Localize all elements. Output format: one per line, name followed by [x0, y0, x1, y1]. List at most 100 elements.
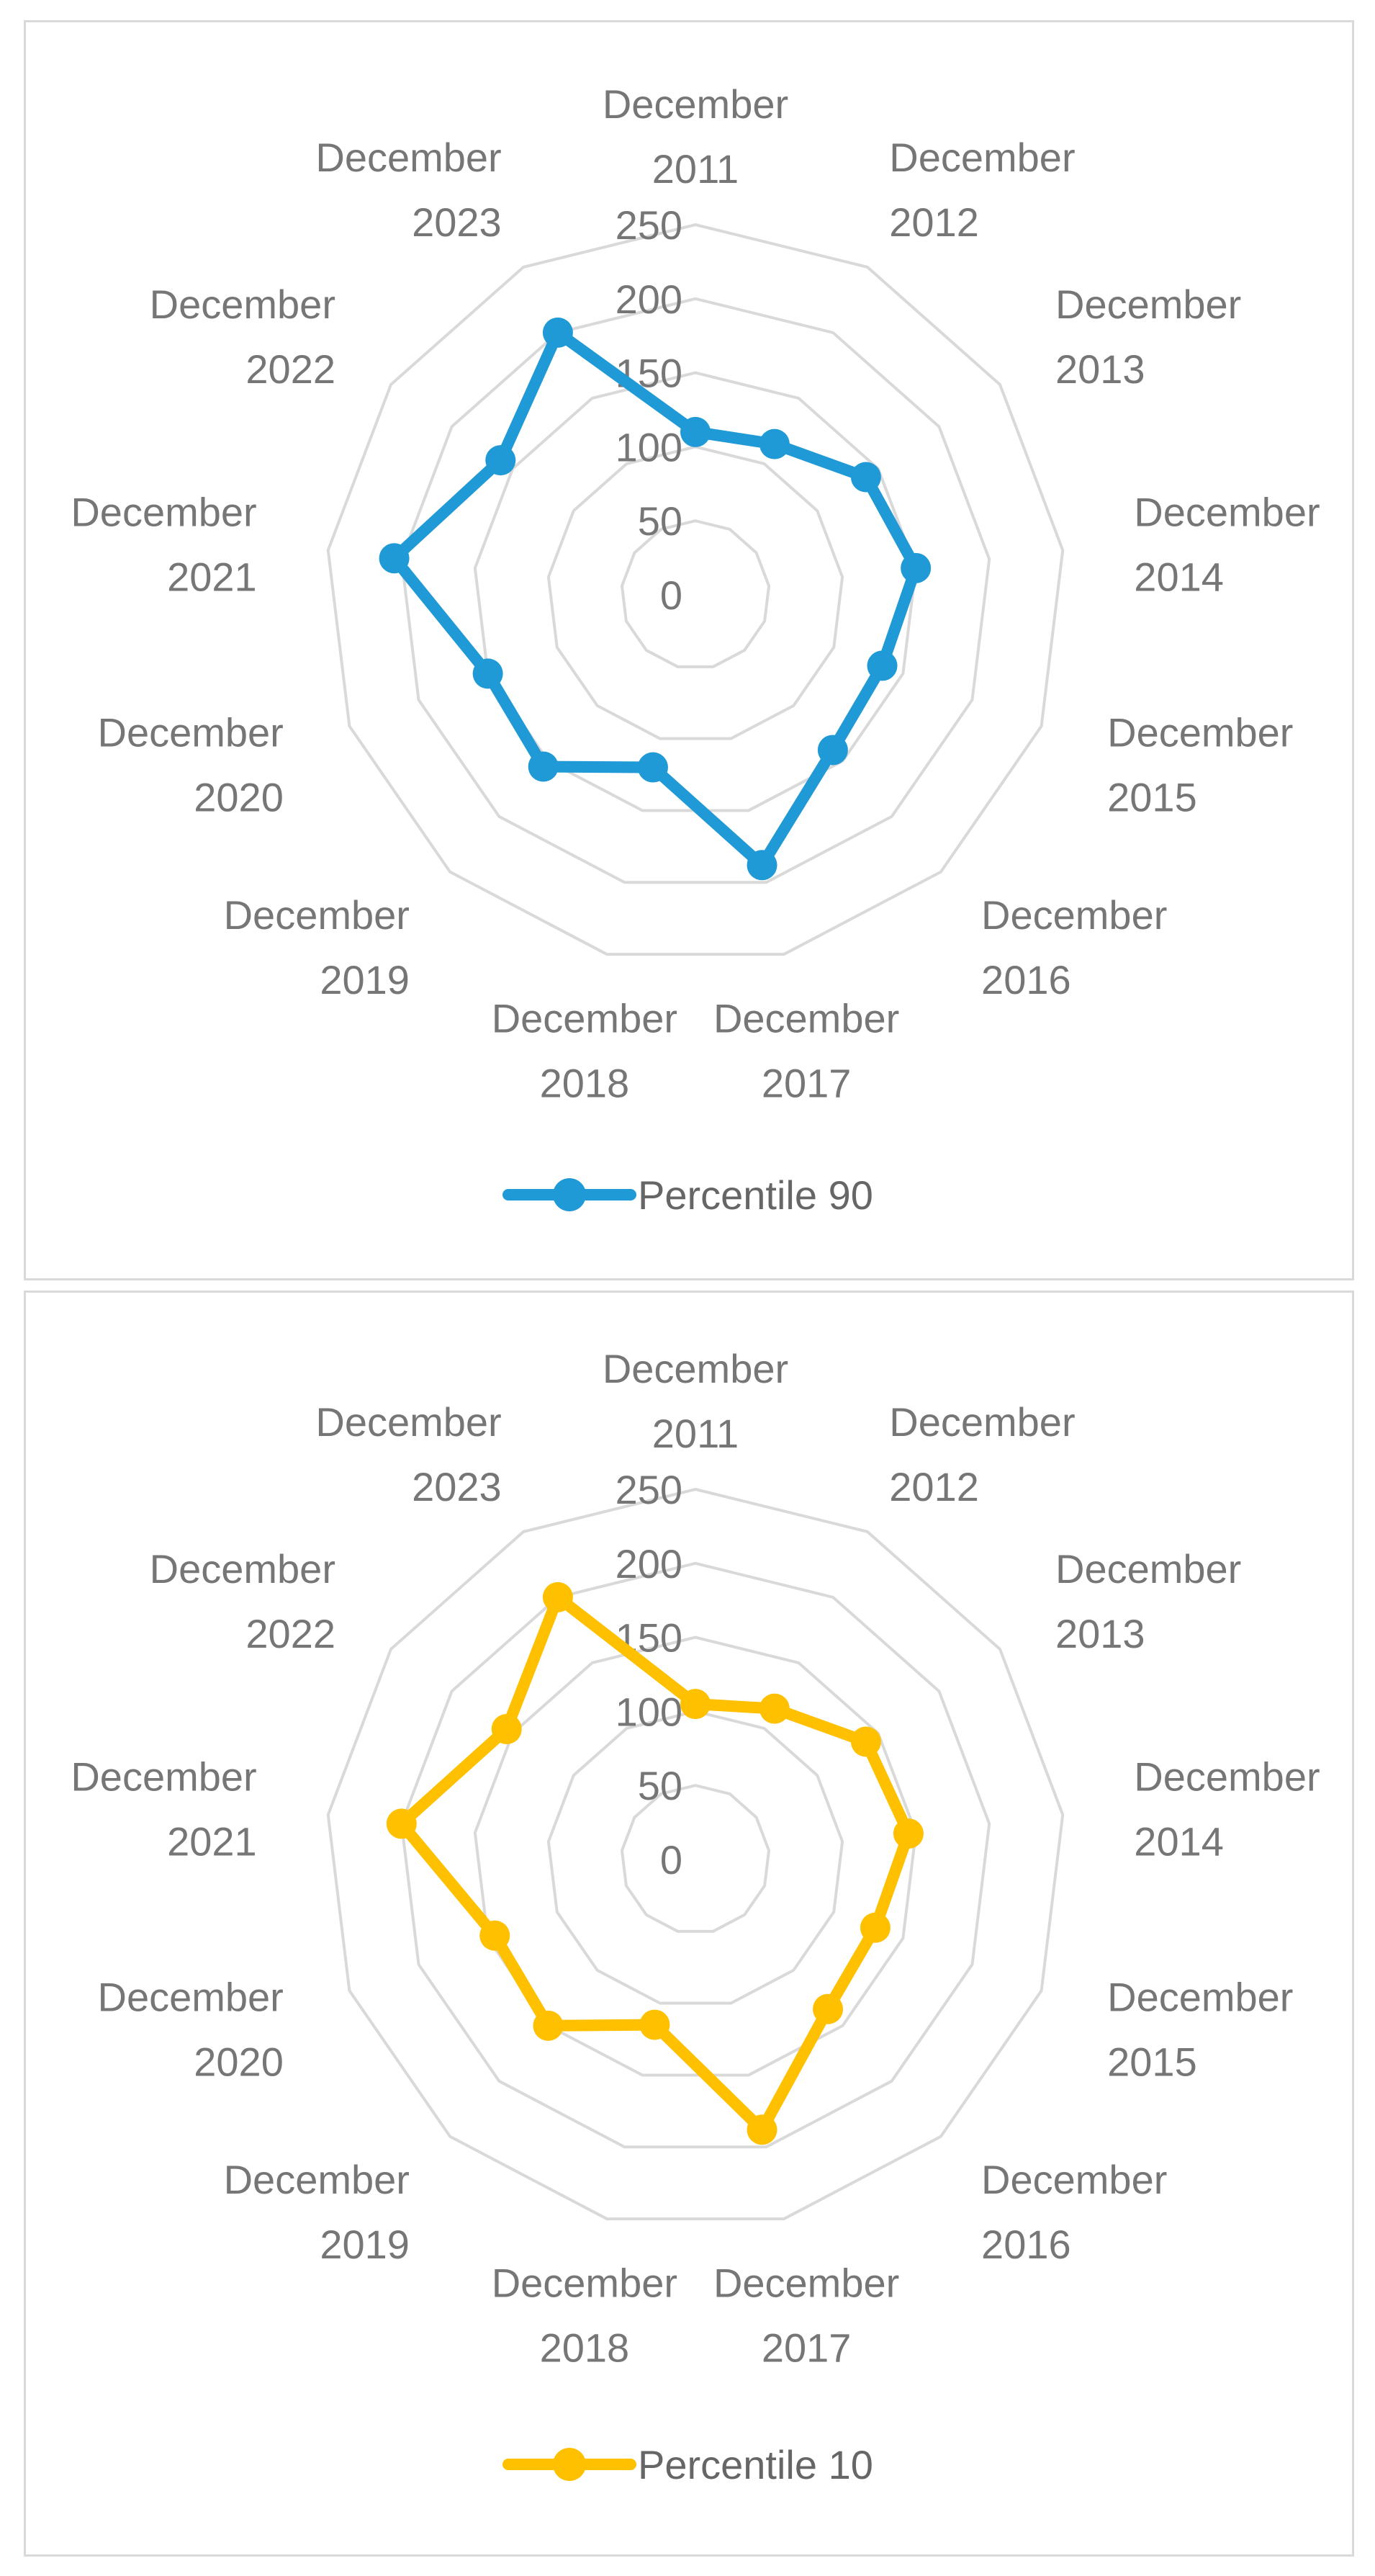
category-label-line: December — [981, 892, 1167, 938]
category-label: December 2011 — [603, 81, 788, 192]
category-label-line: December — [315, 1399, 501, 1445]
category-label-line: 2013 — [1055, 1611, 1145, 1656]
category-label-line: December — [889, 135, 1075, 180]
radial-tick-label: 100 — [616, 424, 682, 470]
category-label-line: December — [981, 2157, 1167, 2202]
category-label: December 2016 — [981, 892, 1167, 1002]
category-label-line: December — [492, 995, 677, 1041]
radial-tick-label: 50 — [638, 498, 682, 544]
category-label-line: 2018 — [540, 2325, 630, 2370]
category-label-line: December — [1107, 709, 1293, 755]
category-label: December 2020 — [98, 1974, 284, 2084]
category-label-line: 2021 — [167, 554, 257, 599]
category-label-line: December — [98, 709, 284, 755]
data-point — [639, 2009, 670, 2040]
category-label: December 2011 — [603, 1346, 788, 1456]
category-label-line: 2017 — [762, 1060, 852, 1105]
radar-grid — [326, 1487, 1065, 2221]
category-label-line: 2012 — [889, 199, 979, 245]
category-label: December 2017 — [713, 2260, 899, 2370]
grid-ring — [620, 519, 771, 668]
category-label-line: December — [71, 489, 256, 534]
category-label-line: 2018 — [540, 1060, 630, 1105]
data-point — [528, 751, 559, 782]
category-label-line: 2023 — [412, 199, 502, 245]
series-percentile-90 — [379, 317, 932, 881]
category-label-line: December — [1055, 1546, 1241, 1592]
legend-label: Percentile 90 — [638, 1172, 873, 1218]
category-label-line: December — [1055, 282, 1241, 327]
grid-ring — [400, 297, 991, 884]
category-label: December 2013 — [1055, 1546, 1241, 1656]
grid-ring — [326, 1487, 1065, 2221]
data-point — [860, 1912, 891, 1943]
radial-tick-label: 150 — [616, 351, 682, 396]
category-label-line: 2016 — [981, 2222, 1071, 2267]
category-label-line: 2020 — [194, 774, 284, 820]
data-point — [680, 1689, 711, 1720]
category-label-line: 2017 — [762, 2325, 852, 2370]
category-label-line: December — [150, 1546, 335, 1592]
category-label-line: December — [603, 81, 788, 127]
category-label: December 2019 — [224, 892, 410, 1002]
legend-label: Percentile 10 — [638, 2442, 873, 2487]
legend: Percentile 10 — [502, 2442, 873, 2487]
legend-point-marker — [553, 1178, 586, 1211]
category-label-line: December — [889, 1399, 1075, 1445]
category-label-line: December — [224, 892, 410, 938]
radial-tick-label: 100 — [616, 1689, 682, 1734]
category-label-line: 2016 — [981, 957, 1071, 1002]
radial-tick-label: 200 — [616, 1541, 682, 1587]
series-percentile-10 — [386, 1581, 924, 2145]
category-label: December 2014 — [1134, 1754, 1320, 1864]
category-label: December 2014 — [1134, 489, 1320, 599]
category-label-line: 2012 — [889, 1464, 979, 1509]
data-point — [491, 1713, 522, 1744]
category-label-line: 2011 — [652, 146, 739, 192]
radar-chart-panel-percentile-10: 0 50 100 150 200 250 December 2011 December 2012 D… — [24, 1291, 1354, 2557]
category-label: December 2018 — [492, 995, 677, 1105]
data-point — [747, 2114, 777, 2145]
category-label-line: December — [224, 2157, 410, 2202]
data-point — [542, 1581, 573, 1612]
data-point — [485, 445, 516, 476]
category-label: December 2023 — [315, 1399, 501, 1509]
category-label-line: 2015 — [1107, 774, 1197, 820]
data-point — [479, 1920, 510, 1951]
category-label-line: 2015 — [1107, 2039, 1197, 2084]
category-label: December 2019 — [224, 2157, 410, 2267]
category-label-line: December — [1107, 1974, 1293, 2019]
grid-ring — [620, 1784, 771, 1933]
data-point — [542, 317, 573, 348]
data-point — [893, 1818, 924, 1849]
category-label: December 2017 — [713, 995, 899, 1105]
category-label-line: 2013 — [1055, 346, 1145, 392]
data-point — [901, 552, 932, 583]
category-label-line: December — [713, 2260, 899, 2305]
category-label-line: 2019 — [320, 2222, 410, 2267]
radial-tick-label: 200 — [616, 277, 682, 322]
legend-point-marker — [553, 2448, 586, 2481]
category-label-line: 2011 — [652, 1411, 739, 1456]
grid-ring — [546, 1710, 844, 2005]
category-label: December 2015 — [1107, 709, 1293, 820]
data-point — [759, 428, 790, 459]
category-label: December 2013 — [1055, 282, 1241, 392]
legend: Percentile 90 — [502, 1172, 873, 1218]
category-label: December 2020 — [98, 709, 284, 820]
data-point — [379, 543, 410, 574]
data-point — [680, 416, 711, 447]
category-label-line: December — [71, 1754, 256, 1799]
data-point — [813, 1993, 844, 2024]
category-label: December 2023 — [315, 135, 501, 245]
category-label-line: 2023 — [412, 1464, 502, 1509]
data-point — [867, 650, 898, 681]
data-point — [747, 850, 777, 881]
radial-tick-label: 250 — [616, 1467, 682, 1512]
category-label-line: December — [1134, 489, 1320, 534]
